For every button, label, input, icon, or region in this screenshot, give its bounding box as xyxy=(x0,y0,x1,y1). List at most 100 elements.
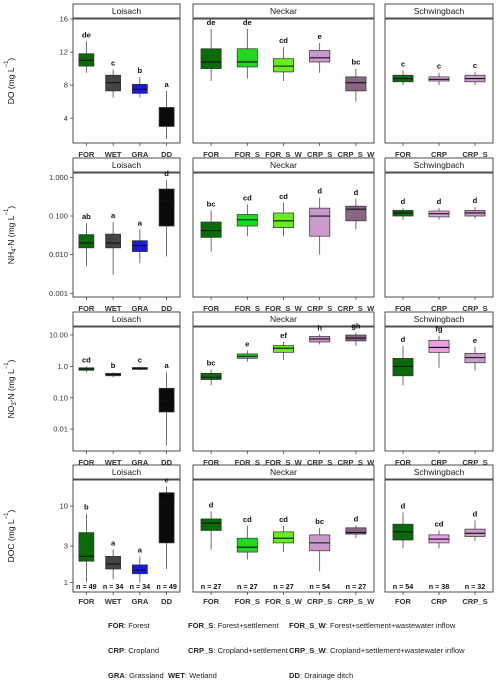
box-crp: c CRP xyxy=(428,62,450,159)
box-crp: cd n = 38 CRP xyxy=(428,519,450,606)
box-crp-s: d n = 32 CRP_S xyxy=(462,509,487,606)
significance-letter: d xyxy=(209,501,214,510)
significance-letter: b xyxy=(84,503,89,512)
box-crp-s: c CRP_S xyxy=(462,61,487,159)
box-for: d FOR xyxy=(392,197,414,313)
box-iqr xyxy=(273,531,294,544)
box-crp-s: d CRP_S xyxy=(462,196,487,313)
box-for-s-w: ef FOR_S_W xyxy=(265,331,303,467)
panel-1: DO (mg L−1) 4 8 12 16 Loisach de FOR c WET b GRA a DD… xyxy=(4,3,494,159)
facet-strip-label: Neckar xyxy=(270,160,297,170)
sample-size-label: n = 49 xyxy=(76,582,97,591)
box-for: d n = 27 FOR xyxy=(200,501,222,606)
y-axis-title-part: ) xyxy=(6,510,16,513)
facet-strip-label: Loisach xyxy=(112,467,142,477)
significance-letter: c xyxy=(111,58,115,67)
y-axis-title-part: −1 xyxy=(4,208,10,216)
significance-letter: d xyxy=(401,197,406,206)
significance-letter: ab xyxy=(82,212,91,221)
significance-letter: c xyxy=(138,356,142,365)
x-tick-label: CRP_S_W xyxy=(338,150,376,159)
x-tick-label: DD xyxy=(161,597,172,606)
box-iqr xyxy=(392,358,414,377)
sample-size-label: n = 38 xyxy=(429,582,450,591)
box-iqr xyxy=(158,107,175,127)
box-crp-s: d CRP_S xyxy=(307,187,332,313)
x-tick-label: CRP xyxy=(431,304,447,313)
facet-strip xyxy=(72,311,181,327)
x-tick-label: CRP_S_W xyxy=(338,304,376,313)
legend-item-crp: CRP: Cropland xyxy=(108,646,160,655)
significance-letter: e xyxy=(473,336,477,345)
facet-strip xyxy=(384,311,494,327)
box-dd: d DD xyxy=(158,169,175,313)
sample-size-label: n = 27 xyxy=(273,582,294,591)
significance-letter: cd xyxy=(435,519,444,528)
x-tick-label: FOR_S xyxy=(235,150,260,159)
x-tick-label: GRA xyxy=(131,304,148,313)
box-dd: a DD xyxy=(158,361,175,467)
significance-letter: d xyxy=(354,188,359,197)
y-axis-title-part: DO (mg L xyxy=(6,67,16,104)
x-tick-label: GRA xyxy=(131,597,148,606)
box-for-s-w: cd n = 27 FOR_S_W xyxy=(265,515,303,606)
facet-strip xyxy=(192,157,375,173)
y-axis-title: NH4-N (mg L−1) xyxy=(4,206,18,265)
significance-letter: bc xyxy=(351,58,360,67)
facet-loisach: Loisach ab FOR a WET a GRA d DD xyxy=(72,157,181,313)
legend-item-wet: WET: Wetland xyxy=(168,671,217,680)
significance-letter: e xyxy=(318,32,322,41)
significance-letter: a xyxy=(165,361,170,370)
x-tick-label: WET xyxy=(105,458,122,467)
significance-letter: fg xyxy=(435,325,443,334)
box-for: c FOR xyxy=(392,59,414,159)
x-tick-label: DD xyxy=(161,458,172,467)
box-for: cd FOR xyxy=(78,355,95,467)
x-tick-label: FOR xyxy=(78,597,95,606)
sample-size-label: n = 54 xyxy=(309,582,330,591)
facet-strip-label: Loisach xyxy=(112,314,142,324)
y-tick-label: 16 xyxy=(60,15,68,24)
significance-letter: d xyxy=(401,335,406,344)
boxplot-figure: DO (mg L−1)481216LoisachdeFORcWETbGRAaDD… xyxy=(4,3,494,606)
box-crp-s: h CRP_S xyxy=(307,323,332,467)
box-for-s: e FOR_S xyxy=(235,340,260,467)
facet-strip-label: Neckar xyxy=(270,6,297,16)
box-for: b n = 49 FOR xyxy=(76,503,97,606)
box-crp: fg CRP xyxy=(428,325,450,467)
facet-strip-label: Schwingbach xyxy=(414,6,465,16)
box-iqr xyxy=(78,532,95,562)
box-iqr xyxy=(158,387,175,413)
box-iqr xyxy=(200,518,222,531)
legend-item-for: FOR: Forest xyxy=(108,621,150,630)
box-gra: b GRA xyxy=(131,66,148,159)
significance-letter: d xyxy=(354,514,359,523)
x-tick-label: CRP_S xyxy=(462,304,487,313)
box-iqr xyxy=(345,76,367,92)
facet-strip xyxy=(384,464,494,480)
box-for-s: de FOR_S xyxy=(235,18,260,159)
box-dd: a DD xyxy=(158,80,175,159)
box-iqr xyxy=(345,527,367,535)
sample-size-label: n = 27 xyxy=(346,582,367,591)
sample-size-label: n = 32 xyxy=(465,582,486,591)
sample-size-label: n = 54 xyxy=(393,582,414,591)
significance-letter: cd xyxy=(82,355,91,364)
facet-schwingbach: Schwingbach d FOR fg CRP e CRP_S xyxy=(384,311,494,467)
x-tick-label: FOR_S xyxy=(235,597,260,606)
box-for-s: cd n = 27 FOR_S xyxy=(235,515,260,606)
box-for-s-w: cd FOR_S_W xyxy=(265,36,303,159)
significance-letter: bc xyxy=(315,517,324,526)
box-iqr xyxy=(428,339,450,353)
box-wet: a n = 34 WET xyxy=(103,539,124,606)
box-for: de FOR xyxy=(200,18,222,159)
y-tick-label: 3 xyxy=(64,542,68,551)
box-crp-s: bc n = 54 CRP_S xyxy=(307,517,332,606)
box-iqr xyxy=(309,207,331,237)
x-tick-label: WET xyxy=(105,304,122,313)
box-iqr xyxy=(200,48,222,69)
significance-letter: d xyxy=(401,501,406,510)
y-tick-label: 1.0 xyxy=(57,362,68,371)
significance-letter: c xyxy=(473,61,477,70)
panel-border xyxy=(72,479,181,593)
